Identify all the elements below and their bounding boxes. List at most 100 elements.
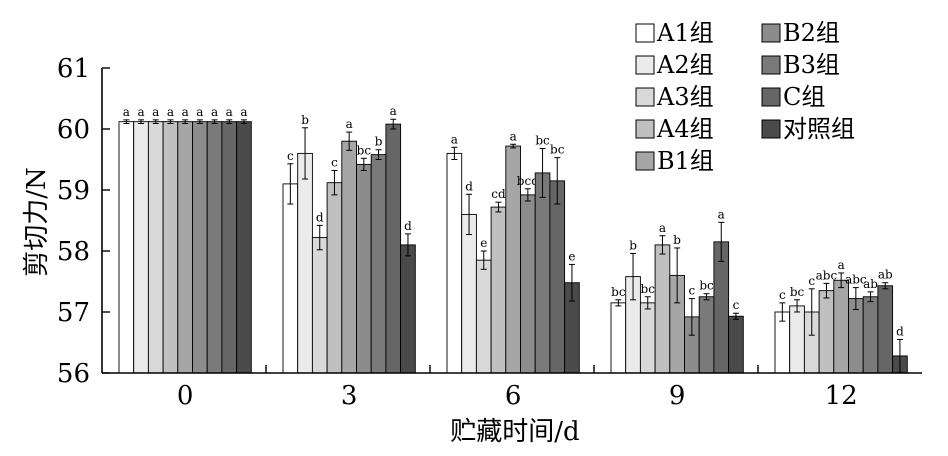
bar (654, 244, 671, 374)
significance-letter: b (375, 135, 383, 149)
significance-letter: c (287, 149, 294, 163)
significance-letter: a (196, 105, 203, 119)
bar (534, 172, 551, 374)
legend-swatch (761, 87, 781, 107)
bar (698, 296, 715, 374)
significance-letter: c (779, 288, 786, 302)
significance-letter: e (480, 236, 487, 250)
significance-letter: abc (845, 273, 867, 287)
significance-letter: bc (611, 285, 626, 299)
y-tick-label: 58 (57, 237, 90, 267)
legend-swatch (635, 23, 655, 43)
significance-letter: b (301, 113, 309, 127)
significance-letter: a (390, 104, 397, 118)
legend-label: A4组 (656, 115, 714, 143)
x-tick-label: 0 (177, 381, 194, 411)
significance-letter: bc (357, 143, 372, 157)
bar (282, 183, 299, 374)
bar (162, 121, 179, 374)
significance-letter: b (629, 238, 637, 252)
significance-letter: cd (491, 187, 506, 201)
significance-letter: d (465, 179, 473, 193)
bar (356, 163, 372, 374)
bar (475, 259, 492, 374)
bar (297, 152, 313, 374)
legend-label: 对照组 (783, 115, 855, 143)
x-axis-label: 贮藏时间/d (450, 417, 579, 447)
legend-swatch (761, 55, 781, 75)
significance-letter: bcd (517, 174, 539, 188)
significance-letter: c (688, 284, 695, 298)
bar (877, 285, 894, 374)
legend-label: A1组 (656, 19, 714, 47)
bar (490, 206, 507, 374)
significance-letter: b (673, 233, 681, 247)
x-tick-label: 9 (669, 381, 686, 411)
bar (311, 237, 328, 374)
legend-label: B3组 (783, 51, 840, 79)
legend-label: B2组 (783, 19, 840, 47)
significance-letter: a (167, 105, 174, 119)
significance-letter: abc (816, 268, 838, 282)
significance-letter: d (316, 210, 324, 224)
x-tick-label: 6 (505, 381, 522, 411)
bar (610, 302, 627, 374)
significance-letter: c (808, 274, 815, 288)
significance-letter: a (137, 105, 144, 119)
significance-letter: a (240, 105, 247, 119)
bar (520, 194, 536, 374)
significance-letter: c (331, 155, 338, 169)
significance-letter: a (510, 129, 517, 143)
y-tick-label: 60 (57, 115, 90, 145)
significance-letter: bc (550, 143, 565, 157)
y-tick-label: 56 (57, 359, 90, 389)
bar (221, 121, 238, 374)
significance-letter: e (568, 249, 575, 263)
significance-letter: bc (790, 285, 805, 299)
legend-swatch (761, 119, 781, 139)
bar (461, 213, 477, 374)
legend-label: C组 (783, 83, 825, 111)
bar (133, 121, 149, 374)
bar (728, 315, 744, 374)
significance-letter: a (123, 105, 130, 119)
significance-letter: bc (699, 279, 714, 293)
bar (192, 121, 208, 374)
legend-swatch (635, 87, 655, 107)
bar (147, 121, 164, 374)
significance-letter: c (733, 298, 740, 312)
legend-swatch (761, 23, 781, 43)
bar (818, 290, 835, 374)
bar (206, 121, 223, 374)
bar (789, 305, 805, 374)
x-tick-label: 3 (341, 381, 358, 411)
y-axis: 56 57 58 59 60 61 (57, 54, 110, 389)
legend-swatch (635, 55, 655, 75)
bar (549, 180, 566, 374)
bar (341, 140, 357, 374)
bar (400, 244, 416, 374)
y-tick-label: 57 (57, 298, 90, 328)
significance-letter: ab (863, 277, 878, 291)
significance-letter: a (838, 258, 845, 272)
significance-letter: a (226, 105, 233, 119)
bar (177, 121, 193, 374)
legend-label: B1组 (657, 147, 714, 175)
significance-letter: d (404, 219, 412, 233)
bar (833, 279, 849, 374)
x-tick-label: 12 (825, 381, 858, 411)
bar (326, 182, 343, 374)
legend-swatch (635, 119, 655, 139)
significance-letter: a (346, 117, 353, 131)
bar (118, 121, 135, 374)
y-axis-label: 剪切力/N (22, 167, 52, 277)
significance-letter: d (896, 324, 904, 338)
legend-label: A3组 (656, 83, 714, 111)
bar (639, 302, 656, 374)
significance-letter: a (182, 105, 189, 119)
significance-letter: a (152, 105, 159, 119)
x-axis: 0 3 6 9 12 (102, 365, 922, 411)
significance-letter: bc (535, 134, 550, 148)
